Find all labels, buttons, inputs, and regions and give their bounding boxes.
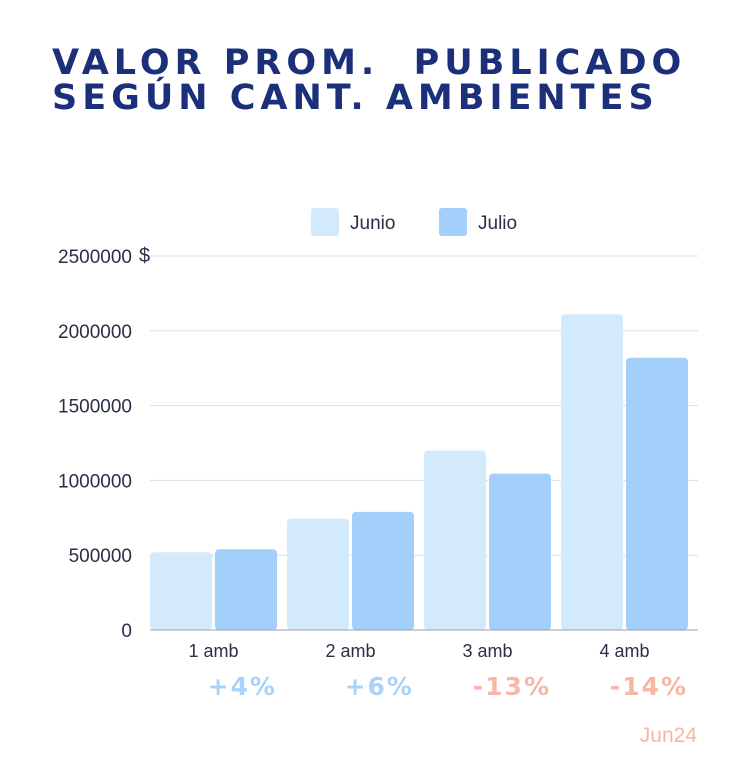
y-axis-ticks: 0 500000 1000000 1500000 2000000 2500000: [58, 247, 132, 642]
bar-junio-3: [424, 450, 486, 630]
bar-junio-4: [561, 314, 623, 630]
bar-julio-4: [626, 357, 688, 630]
x-category-label: 3 amb: [462, 641, 512, 661]
percent-change-label: +6%: [345, 672, 414, 701]
y-tick-label: 2000000: [58, 322, 132, 343]
y-tick-label: 1000000: [58, 471, 132, 492]
bars: [150, 314, 688, 630]
bar-julio-1: [215, 549, 277, 630]
y-tick-label: 0: [121, 621, 132, 642]
bar-junio-2: [287, 518, 349, 630]
legend-label-julio: Julio: [478, 213, 517, 234]
title-line-2: SEGÚN CANT. AMBIENTES: [52, 78, 659, 118]
legend-swatch-junio: [311, 208, 339, 236]
x-category-label: 4 amb: [599, 641, 649, 661]
bar-junio-1: [150, 552, 212, 630]
percent-change-label: -14%: [610, 672, 688, 701]
y-tick-label: 2500000: [58, 247, 132, 268]
y-tick-label: 1500000: [58, 397, 132, 418]
x-axis-categories: 1 amb 2 amb 3 amb 4 amb: [188, 641, 649, 661]
x-category-label: 2 amb: [325, 641, 375, 661]
bar-julio-2: [352, 511, 414, 630]
legend-swatch-julio: [439, 208, 467, 236]
bar-julio-3: [489, 473, 551, 630]
source-label: Jun24: [640, 724, 698, 747]
x-category-label: 1 amb: [188, 641, 238, 661]
y-axis-unit: $: [139, 245, 150, 267]
y-tick-label: 500000: [69, 546, 132, 567]
legend: Junio Julio: [311, 208, 517, 236]
chart-title: VALOR PROM. PUBLICADO SEGÚN CANT. AMBIEN…: [52, 46, 686, 116]
percent-change-label: +4%: [208, 672, 277, 701]
legend-label-junio: Junio: [350, 213, 395, 234]
percent-changes: +4% +6% -13% -14%: [208, 672, 688, 701]
title-line-1: VALOR PROM. PUBLICADO: [52, 43, 687, 83]
percent-change-label: -13%: [473, 672, 551, 701]
